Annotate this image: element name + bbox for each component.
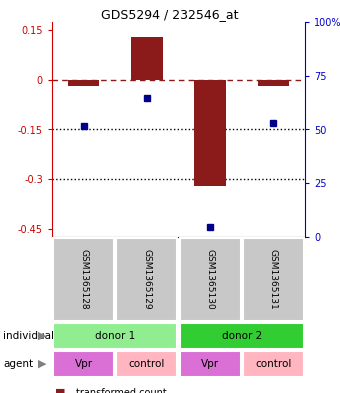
Text: ▶: ▶ bbox=[38, 331, 47, 341]
Bar bbox=[194, 80, 226, 186]
Text: donor 1: donor 1 bbox=[95, 331, 135, 341]
Text: agent: agent bbox=[3, 359, 34, 369]
Text: GSM1365129: GSM1365129 bbox=[142, 249, 151, 310]
Text: GDS5294 / 232546_at: GDS5294 / 232546_at bbox=[101, 8, 239, 21]
Text: GSM1365130: GSM1365130 bbox=[206, 249, 215, 310]
Text: ■: ■ bbox=[55, 388, 66, 393]
Bar bbox=[258, 80, 289, 86]
Text: transformed count: transformed count bbox=[76, 388, 167, 393]
Text: GSM1365131: GSM1365131 bbox=[269, 249, 278, 310]
Text: Vpr: Vpr bbox=[201, 359, 219, 369]
Text: Vpr: Vpr bbox=[74, 359, 93, 369]
Text: control: control bbox=[129, 359, 165, 369]
Text: control: control bbox=[255, 359, 292, 369]
Text: GSM1365128: GSM1365128 bbox=[79, 249, 88, 310]
Bar bbox=[68, 80, 99, 86]
Text: donor 2: donor 2 bbox=[222, 331, 262, 341]
Bar bbox=[131, 37, 163, 80]
Text: ▶: ▶ bbox=[38, 359, 47, 369]
Text: individual: individual bbox=[3, 331, 54, 341]
